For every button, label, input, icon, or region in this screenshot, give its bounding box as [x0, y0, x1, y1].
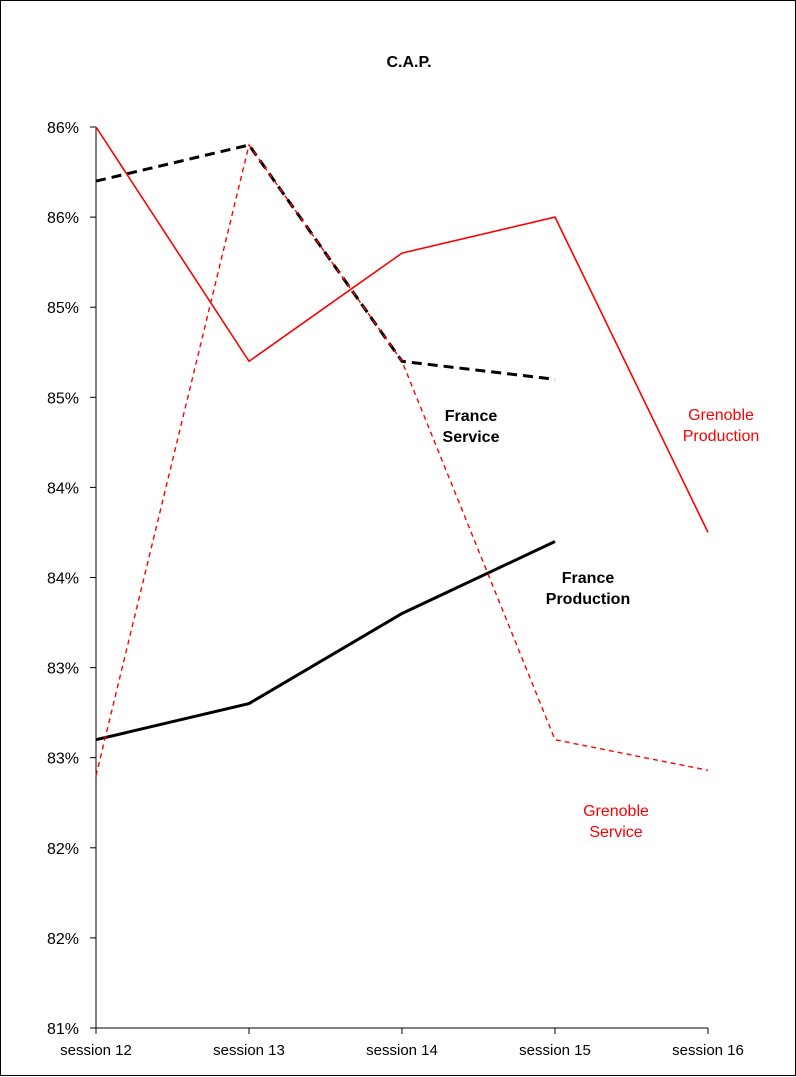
x-tick-label: session 12: [60, 1042, 132, 1059]
y-tick-label: 83%: [47, 751, 79, 768]
series-line-grenoble-service: [95, 143, 709, 776]
y-tick-label: 85%: [47, 300, 79, 317]
series-label-france-service: Service: [443, 429, 500, 446]
y-tick-label: 86%: [47, 120, 79, 137]
y-tick-label: 82%: [47, 931, 79, 948]
series-label-france-production: Production: [546, 591, 630, 608]
y-tick-label: 85%: [47, 390, 79, 407]
series-line-france-production: [95, 540, 556, 742]
series-line-france-service: [95, 143, 556, 381]
x-tick-label: session 15: [519, 1042, 591, 1059]
x-tick-label: session 13: [213, 1042, 285, 1059]
x-tick-label: session 14: [366, 1042, 438, 1059]
series-layer: [95, 126, 709, 776]
axes: 81% 82% 82% 83% 83% 84% 84% 85% 85% 86% 86% session…: [47, 120, 744, 1059]
series-label-grenoble-service: Service: [589, 824, 642, 841]
y-tick-label: 83%: [47, 661, 79, 678]
series-label-france-service: France: [445, 408, 498, 425]
chart-title: C.A.P.: [386, 54, 431, 71]
y-tick-label: 86%: [47, 210, 79, 227]
series-label-grenoble-production: Grenoble: [688, 407, 754, 424]
series-label-grenoble-service: Grenoble: [583, 803, 649, 820]
x-tick-label: session 16: [672, 1042, 744, 1059]
series-line-grenoble-production: [95, 126, 709, 533]
y-tick-label: 84%: [47, 480, 79, 497]
y-tick-label: 81%: [47, 1021, 79, 1038]
series-labels: France Service France Production Grenoble Pro…: [443, 407, 760, 841]
series-label-grenoble-production: Production: [683, 428, 760, 445]
series-label-france-production: France: [562, 570, 615, 587]
y-tick-label: 84%: [47, 571, 79, 588]
y-tick-label: 82%: [47, 841, 79, 858]
